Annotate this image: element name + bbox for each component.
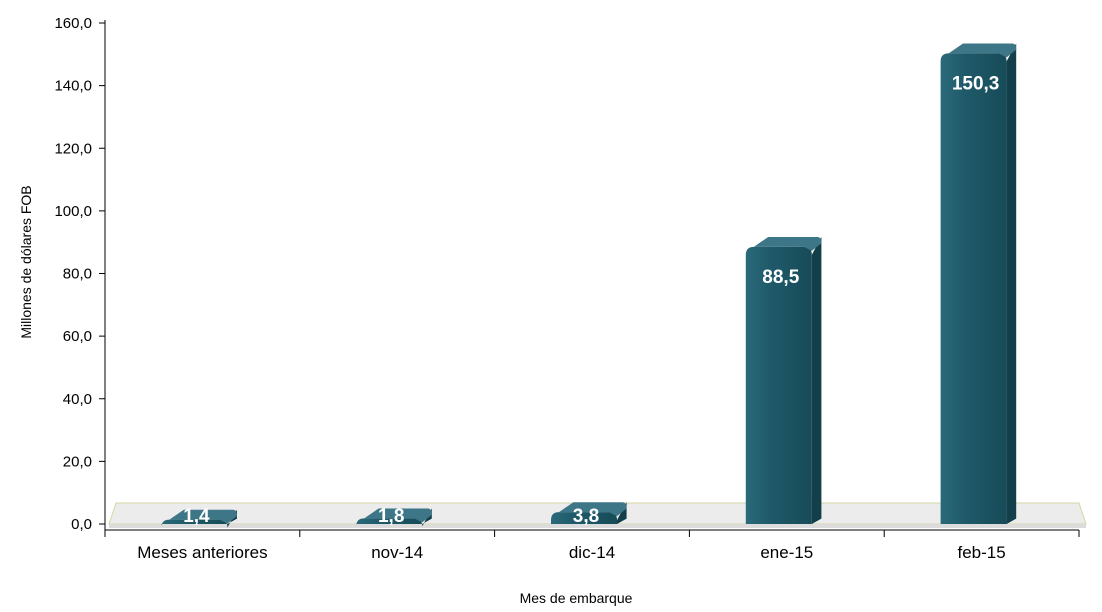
y-tick-label: 60,0 [63,328,92,345]
category-label: dic-14 [569,543,615,562]
bar [551,502,627,524]
bars [161,43,1017,528]
y-axis-title: Millones de dólares FOB [18,185,34,338]
bar-front [161,519,228,528]
x-axis-ticks [104,530,1080,537]
bar-front [940,53,1007,525]
y-tick-label: 40,0 [63,391,92,408]
bar-top [559,502,627,517]
chart-floor-edge [109,524,1086,528]
bar-side [1006,43,1017,525]
bar [940,43,1017,525]
category-label: Meses anteriores [137,543,267,562]
category-label: nov-14 [371,543,423,562]
y-axis-ticks: 0,0 20,0 40,0 60,0 80,0 100,0 120,0 140,0 160,0 [54,15,105,533]
category-labels: Meses anteriores nov-14 dic-14 ene-15 feb-15 [137,543,1005,562]
y-tick-label: 120,0 [54,140,92,157]
bar-front [551,512,617,524]
bar-top [169,509,237,524]
bar [356,508,432,527]
y-tick-label: 160,0 [54,15,92,32]
x-axis-title: Mes de embarque [520,590,633,606]
y-tick-label: 20,0 [63,453,92,470]
bar-data-labels: 1,4 1,8 3,8 88,5 150,3 [183,73,999,527]
y-tick-label: 140,0 [54,78,92,95]
bar-front [356,518,423,527]
bar-value-label: 3,8 [573,506,599,527]
y-tick-label: 0,0 [71,516,92,533]
bar-top [948,43,1017,58]
category-label: ene-15 [760,543,813,562]
bar-top [753,236,822,251]
bar-value-label: 1,8 [378,506,404,527]
y-tick-label: 80,0 [63,266,92,283]
bar [745,236,822,524]
bar [161,509,237,528]
y-tick-label: 100,0 [54,203,92,220]
bar-value-label: 1,4 [183,506,210,527]
bar-value-label: 88,5 [762,267,799,288]
bar-front [745,246,812,524]
bar-side [811,236,822,524]
category-label: feb-15 [957,543,1005,562]
bar-top [364,508,432,523]
bar-value-label: 150,3 [952,73,1000,94]
